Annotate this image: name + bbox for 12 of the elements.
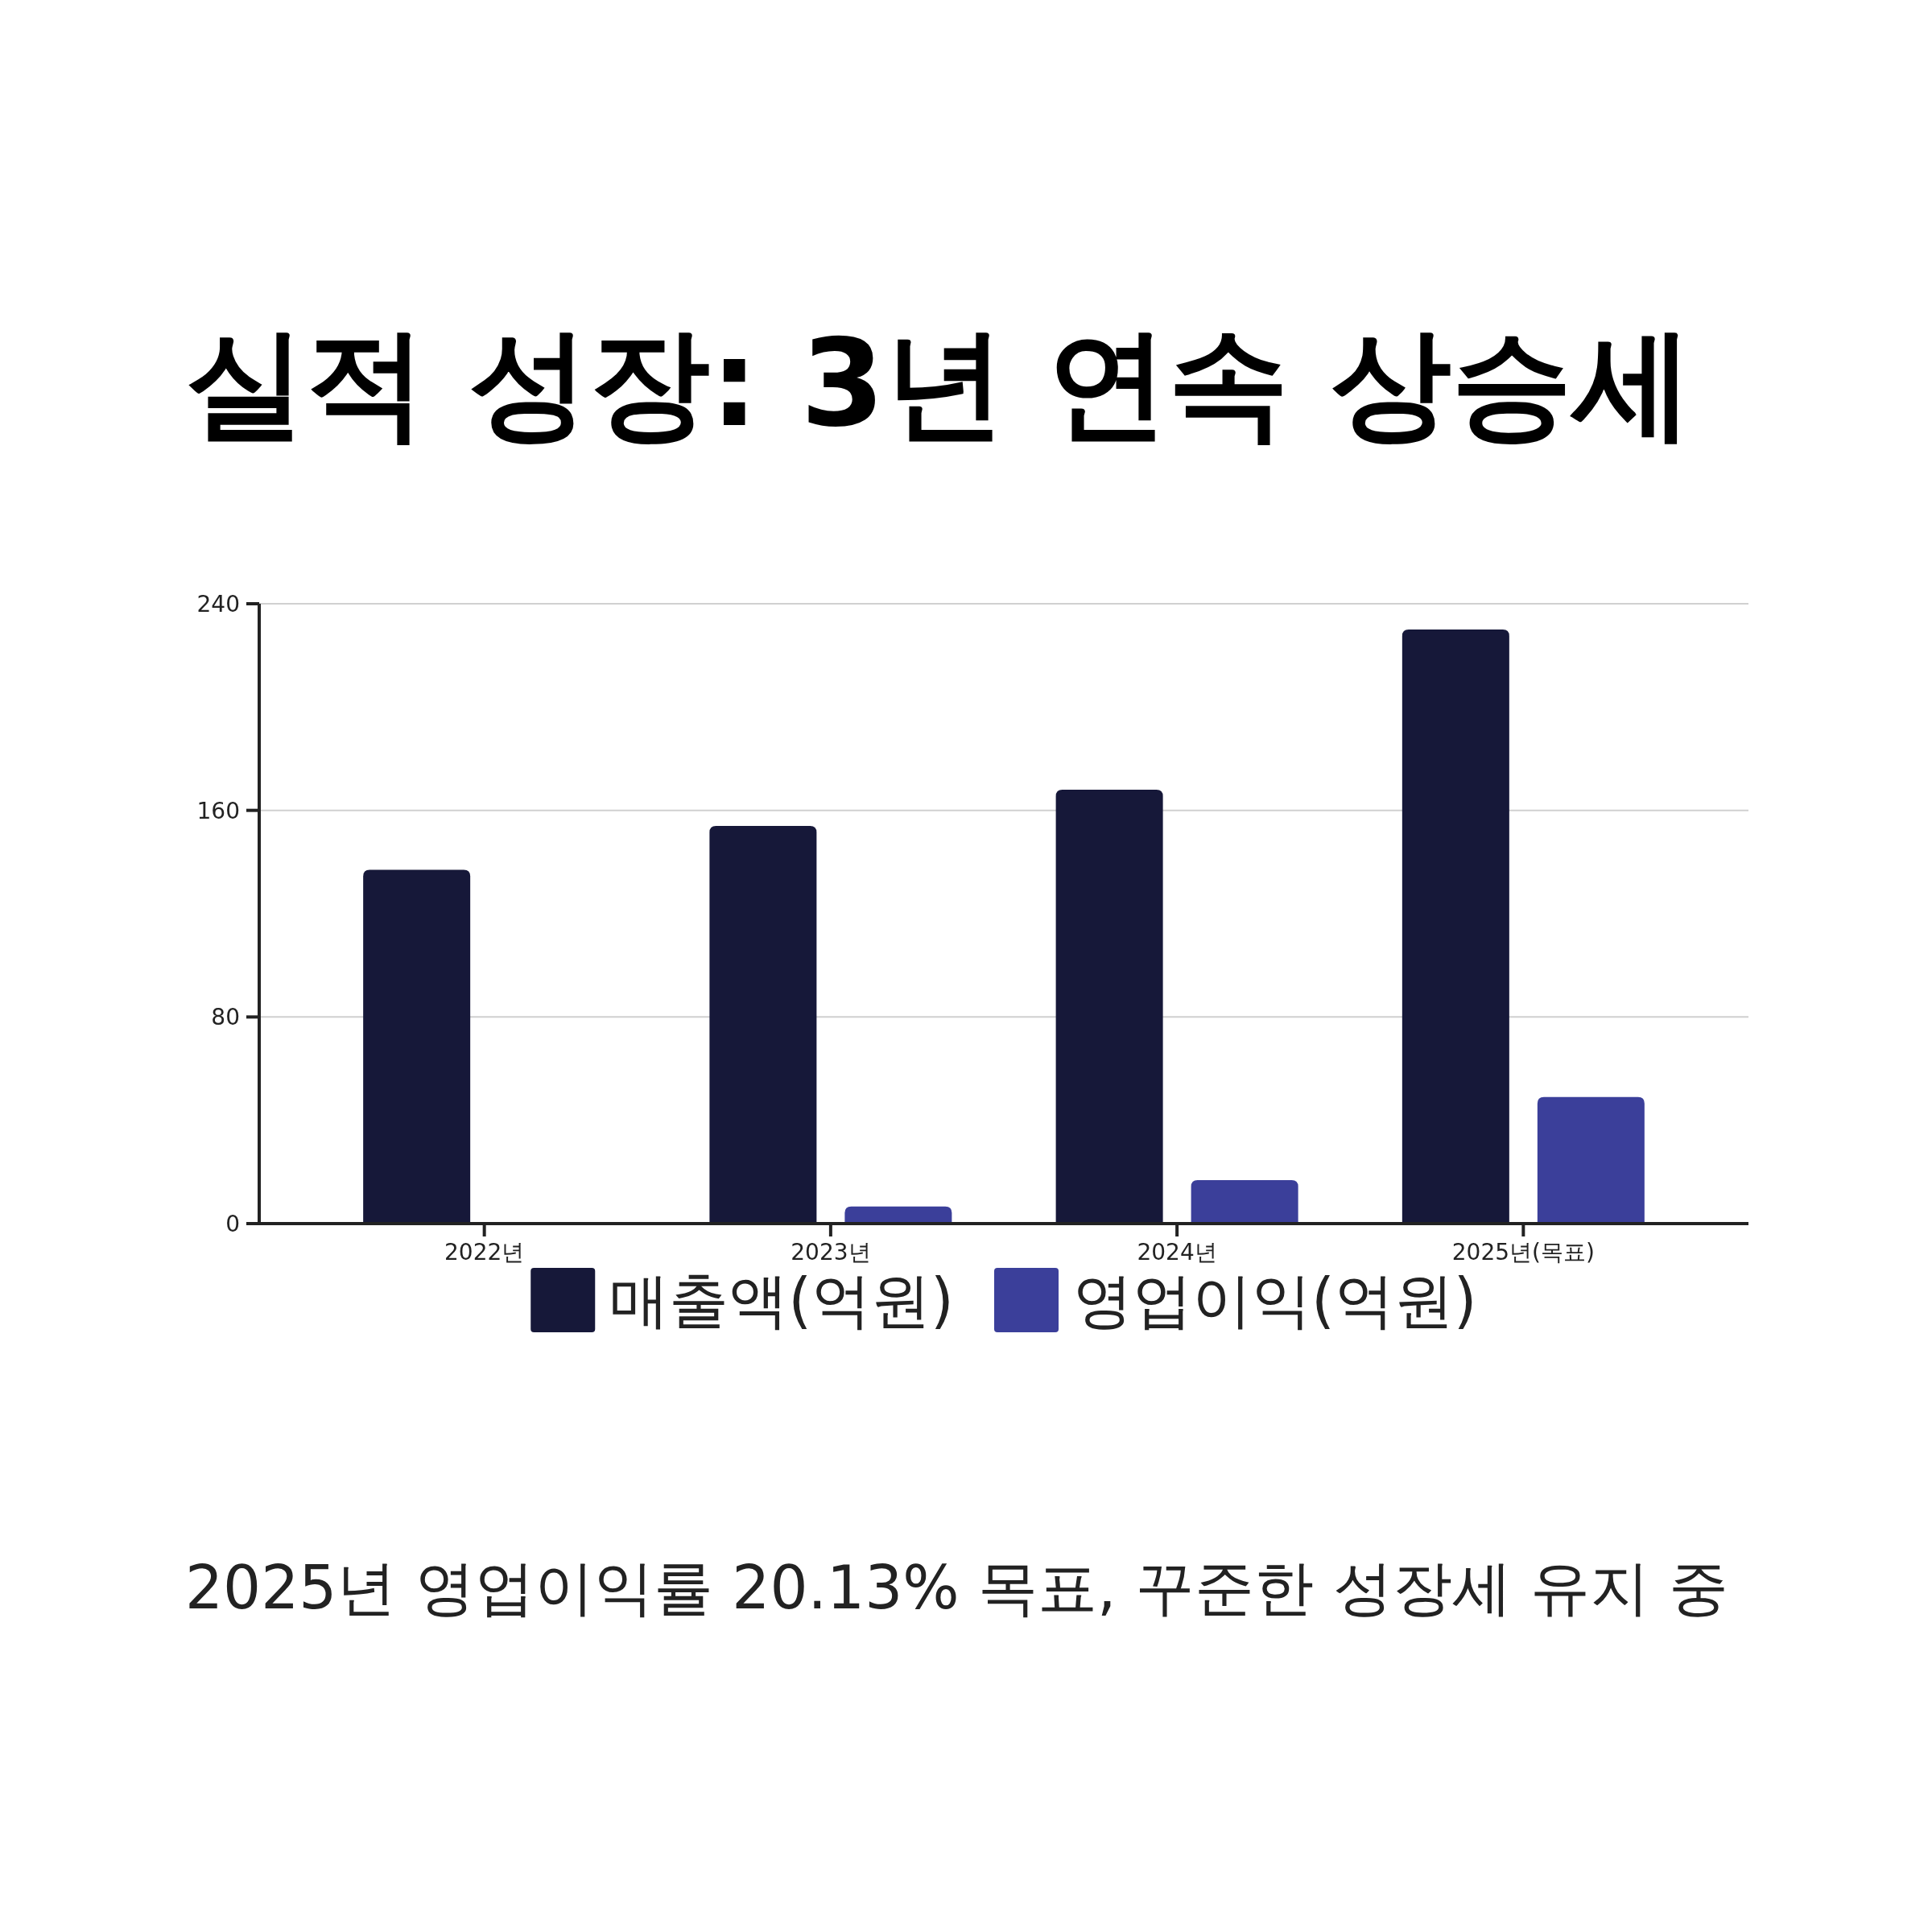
y-tick-label: 160	[196, 797, 240, 824]
y-tick-label: 240	[196, 591, 240, 617]
x-tick-label: 2024년	[1137, 1239, 1217, 1265]
legend-label: 영업이익(억원)	[1073, 1265, 1477, 1335]
y-tick-label: 80	[211, 1004, 240, 1031]
x-tick-label: 2023년	[791, 1239, 871, 1265]
text: 2025년 영업이익률 20.13% 목표, 꾸준한 성장세 유지 중	[185, 1553, 1728, 1622]
legend-label: 매출액(억원)	[609, 1265, 954, 1335]
x-tick-label: 2022년	[444, 1239, 525, 1265]
x-tick-label: 2025년(목표)	[1451, 1239, 1595, 1265]
chart-title: 실적 성장: 3년 연속 상승세	[185, 313, 1694, 453]
y-tick-label: 0	[225, 1211, 240, 1237]
